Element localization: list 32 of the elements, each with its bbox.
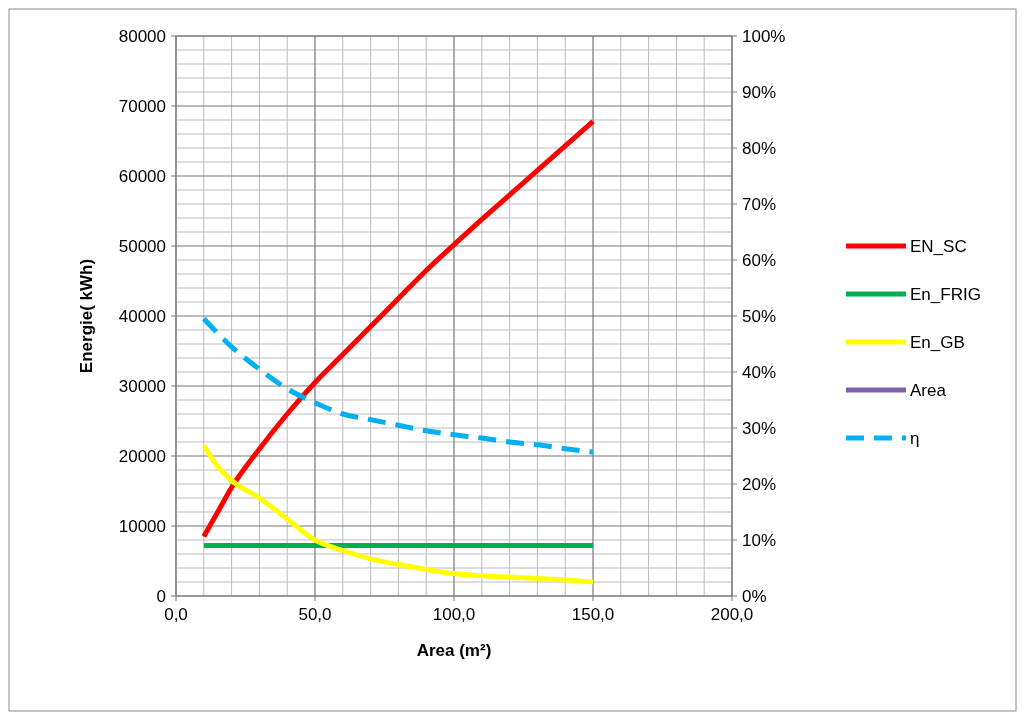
y2-tick-label: 30% — [742, 419, 777, 438]
x-tick-label: 0,0 — [164, 605, 188, 624]
y2-tick-label: 60% — [742, 251, 777, 270]
x-axis-title: Area (m²) — [416, 641, 492, 660]
legend-label: En_GB — [910, 333, 965, 352]
y-tick-label: 20000 — [118, 447, 166, 466]
legend-label: Area — [910, 381, 947, 400]
y-tick-label: 60000 — [118, 167, 166, 186]
y-tick-label: 80000 — [118, 27, 166, 46]
y2-tick-label: 80% — [742, 139, 777, 158]
legend-label: η — [910, 429, 920, 448]
x-tick-label: 200,0 — [710, 605, 754, 624]
x-tick-label: 150,0 — [571, 605, 615, 624]
legend-label: En_FRIG — [910, 285, 981, 304]
y2-tick-label: 50% — [742, 307, 777, 326]
y-tick-label: 10000 — [118, 517, 166, 536]
y-tick-label: 70000 — [118, 97, 166, 116]
y2-tick-label: 40% — [742, 363, 777, 382]
y2-tick-label: 100% — [742, 27, 786, 46]
y2-tick-label: 70% — [742, 195, 777, 214]
x-tick-label: 100,0 — [432, 605, 476, 624]
y-tick-label: 40000 — [118, 307, 166, 326]
x-tick-label: 50,0 — [298, 605, 332, 624]
y-tick-label: 30000 — [118, 377, 166, 396]
y-axis-title: Energie( kWh) — [77, 258, 96, 374]
y-tick-label: 0 — [156, 587, 166, 606]
y2-tick-label: 0% — [742, 587, 767, 606]
y2-tick-label: 20% — [742, 475, 777, 494]
y2-tick-label: 90% — [742, 83, 777, 102]
y-tick-label: 50000 — [118, 237, 166, 256]
y2-tick-label: 10% — [742, 531, 777, 550]
legend-label: EN_SC — [910, 237, 967, 256]
